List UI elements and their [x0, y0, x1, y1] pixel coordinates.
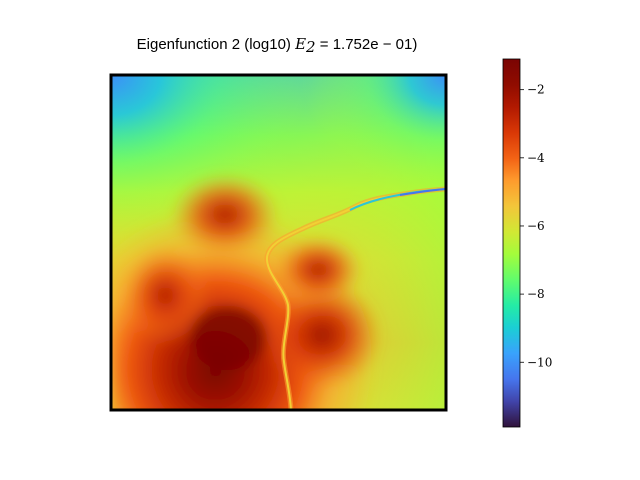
heatmap-ridge-deepblue [399, 188, 446, 196]
colorbar-tick-label: −8 [527, 287, 545, 301]
colorbar-frame [502, 58, 521, 428]
colorbar-tick-label: −4 [527, 151, 545, 165]
colorbar-gradient [503, 59, 520, 427]
heatmap-peak-left [120, 245, 210, 345]
title-math-symbol: E [294, 35, 306, 53]
heatmap-peak-right-upper [273, 235, 363, 305]
title-math-subscript: 2 [305, 38, 316, 56]
colorbar-tick-label: −10 [527, 355, 552, 369]
heatmap-peak-right [262, 280, 382, 390]
title-prefix: Eigenfunction 2 (log10) [137, 36, 295, 53]
heatmap-image [111, 75, 446, 410]
colorbar: −2 −4 −6 −8 −10 [502, 58, 552, 428]
heatmap-peak-core [190, 306, 266, 370]
colorbar-tick-label: −2 [527, 83, 545, 97]
colorbar-tick-label: −6 [527, 219, 545, 233]
heatmap-peak-upper [170, 173, 280, 257]
title-suffix: = 1.752e − 01) [316, 36, 418, 53]
colorbar-ticks: −2 −4 −6 −8 −10 [520, 83, 552, 369]
chart-title: Eigenfunction 2 (log10) E2 = 1.752e − 01… [137, 35, 418, 56]
plot-frame [109, 73, 448, 412]
